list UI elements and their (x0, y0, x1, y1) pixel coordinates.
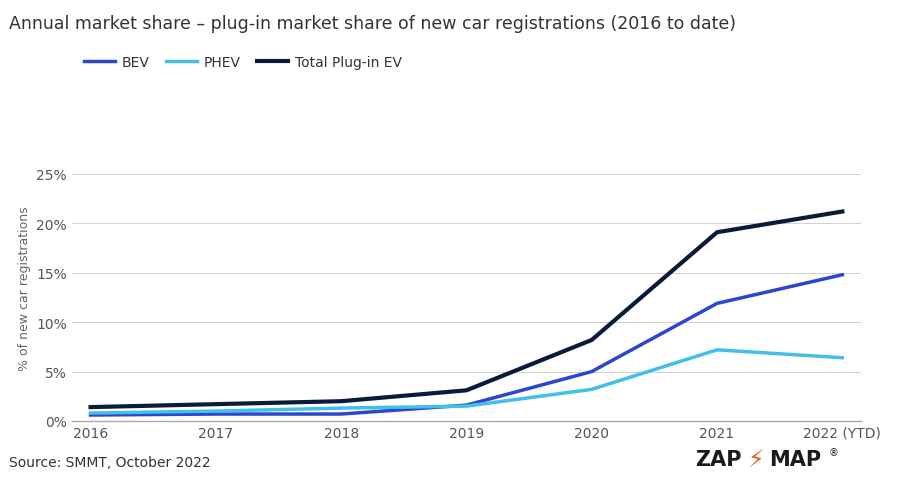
Text: ®: ® (829, 447, 839, 457)
Text: ⚡: ⚡ (747, 448, 763, 471)
Text: Annual market share – plug-in market share of new car registrations (2016 to dat: Annual market share – plug-in market sha… (9, 15, 736, 32)
Y-axis label: % of new car registrations: % of new car registrations (18, 206, 30, 370)
Text: ZAP: ZAP (695, 450, 742, 469)
Text: Source: SMMT, October 2022: Source: SMMT, October 2022 (9, 455, 211, 469)
Text: MAP: MAP (769, 450, 821, 469)
Legend: BEV, PHEV, Total Plug-in EV: BEV, PHEV, Total Plug-in EV (79, 50, 407, 75)
